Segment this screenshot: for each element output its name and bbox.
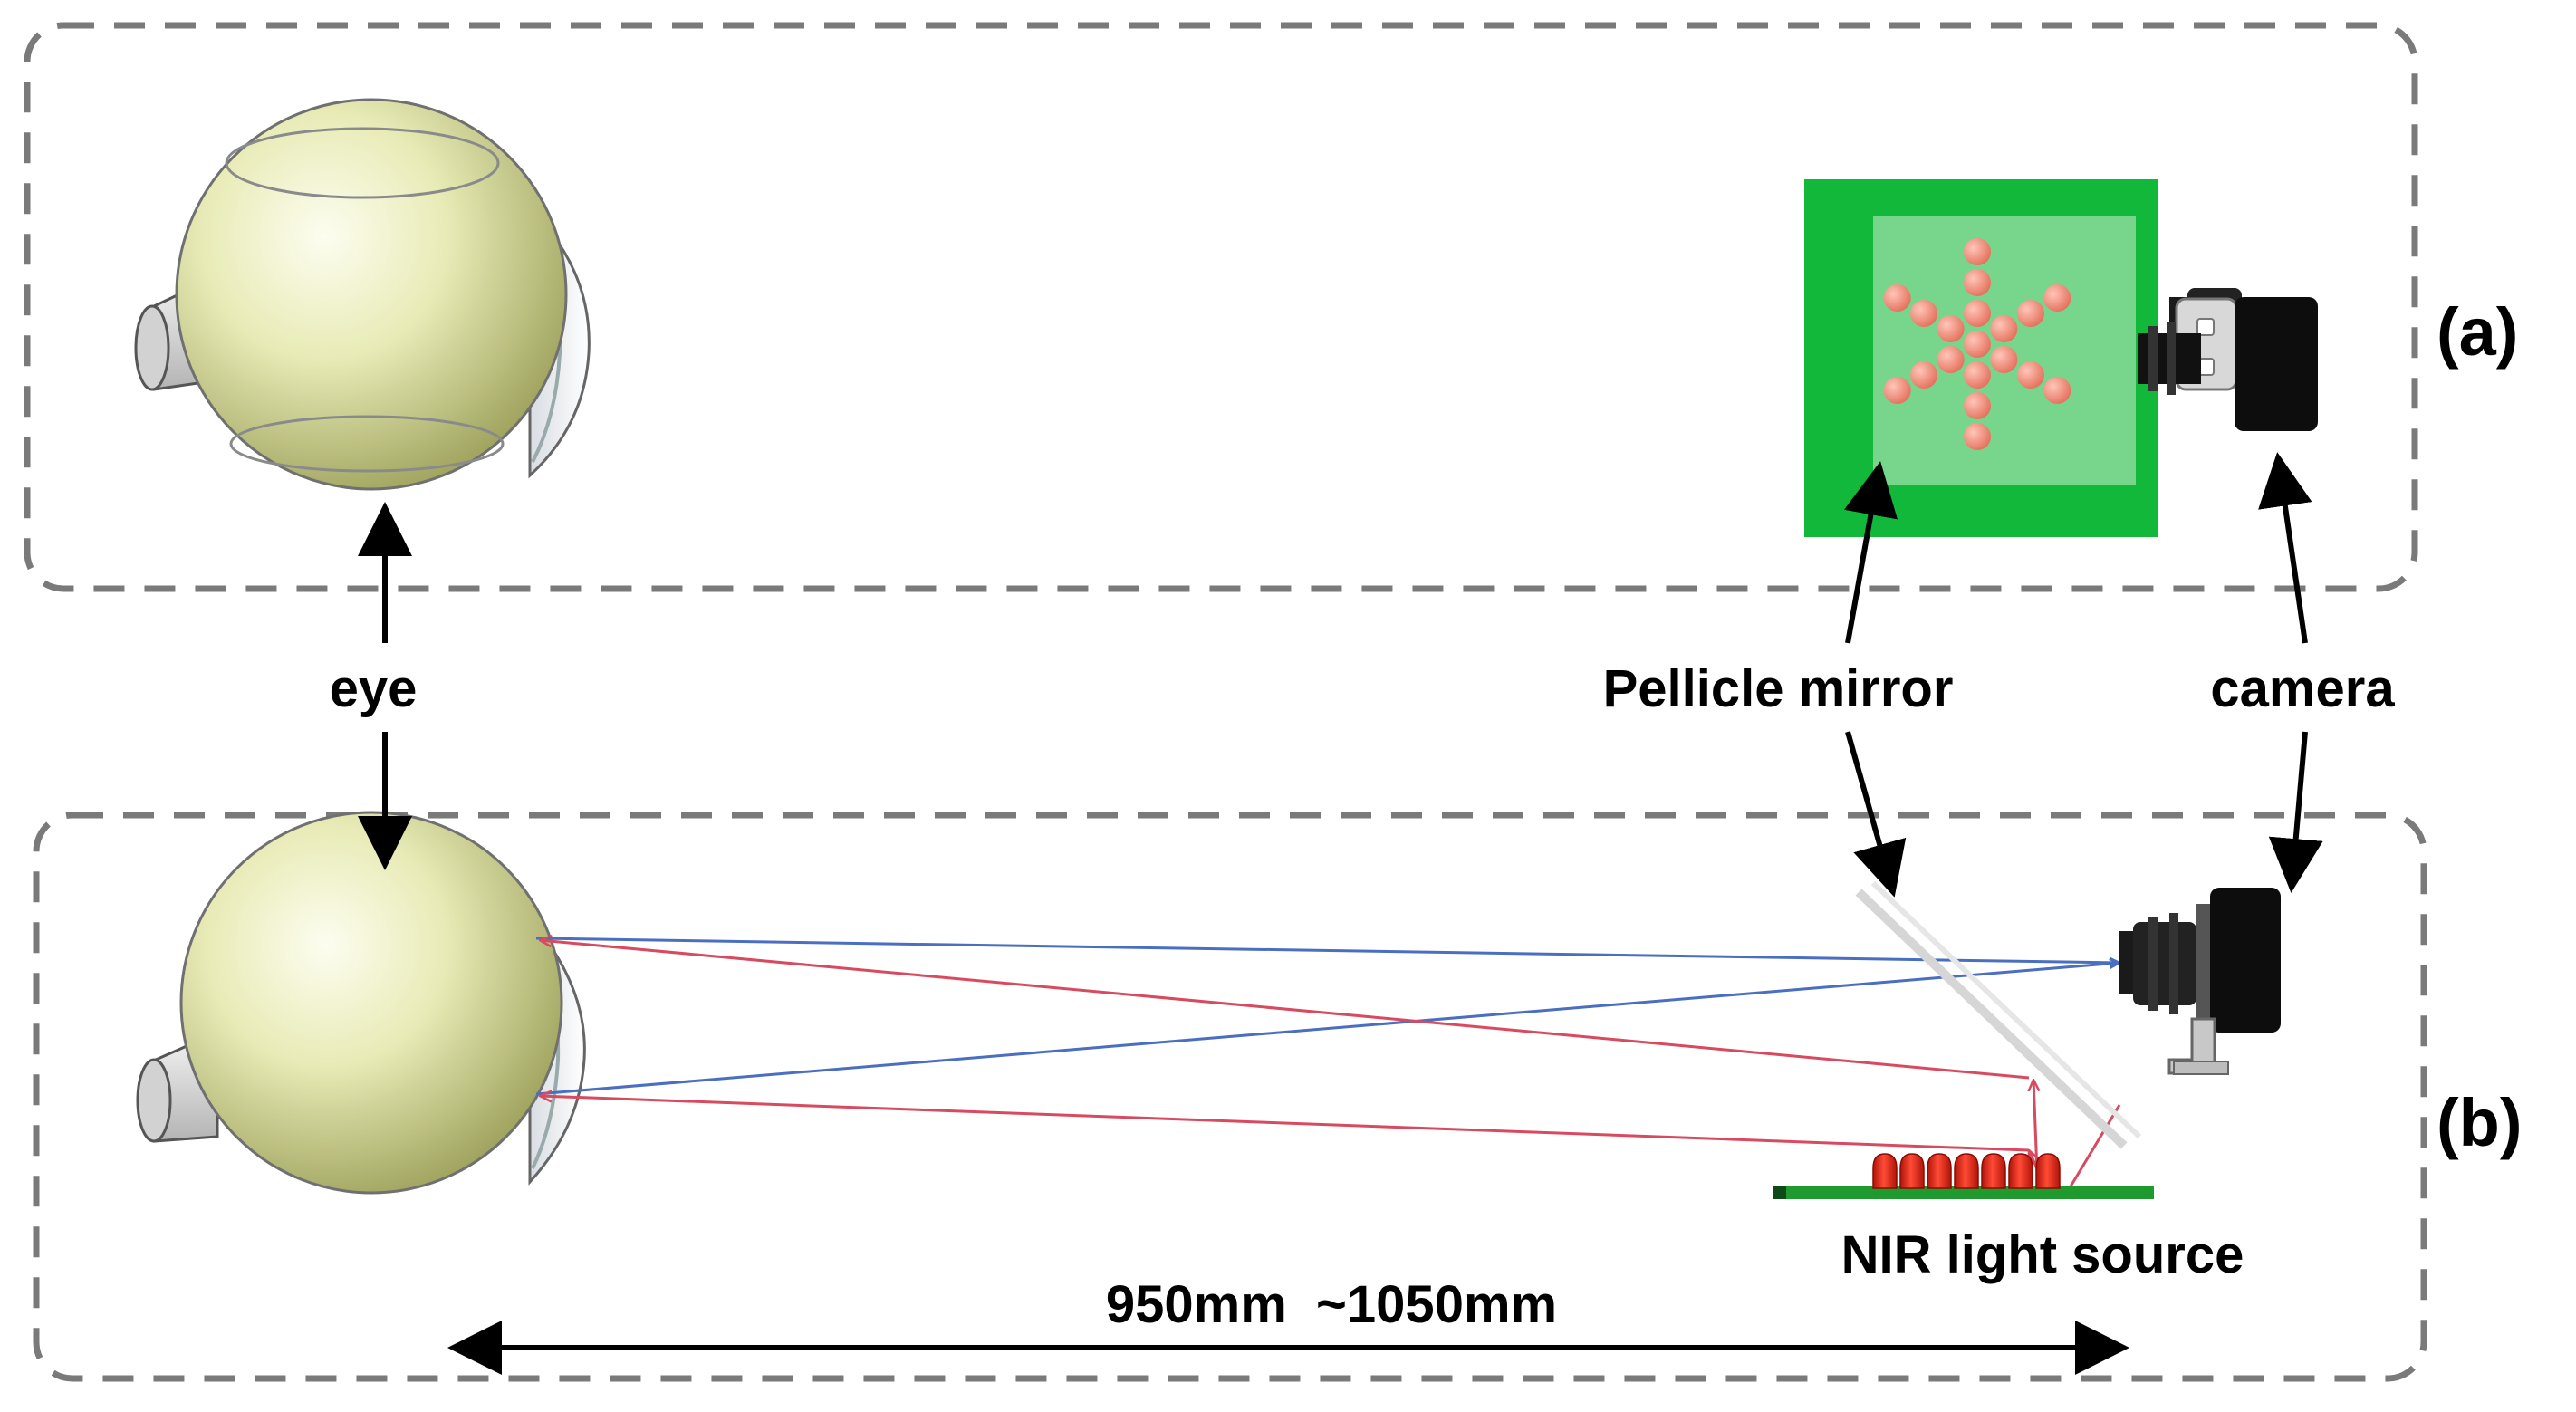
light-rays [535, 938, 2119, 1196]
glint-dot [1964, 331, 1991, 358]
glint-dot [1990, 346, 2018, 373]
glint-dot [1937, 346, 1965, 373]
camera-arrow-up [2258, 452, 2312, 644]
glint-pattern [1883, 238, 2071, 450]
eye-model-b [136, 811, 586, 1195]
annotation-arrows [358, 452, 2323, 1375]
glint-dot [1910, 361, 1938, 389]
glint-dot [1964, 238, 1991, 265]
mirror-arrow-up [1843, 461, 1898, 644]
eye-model-a [134, 98, 591, 491]
camera-arrow-down [2268, 731, 2323, 893]
nir-light-source [1773, 1153, 2154, 1199]
panel-b-tag: (b) [2437, 1085, 2523, 1160]
glint-dot [1937, 315, 1965, 342]
glint-dot [2043, 284, 2071, 312]
glint-dot [1910, 300, 1938, 327]
led [1981, 1153, 2006, 1189]
glint-dot [1964, 300, 1991, 327]
led [1954, 1153, 1979, 1189]
pellicle-mirror-label: Pellicle mirror [1603, 659, 1954, 718]
glint-dot [1883, 284, 1911, 312]
panel-a-border [24, 22, 2418, 592]
pellicle-mirror-side-view [1855, 880, 2142, 1149]
glint-dot [1964, 269, 1991, 296]
led [1899, 1153, 1925, 1189]
camera-label: camera [2210, 659, 2395, 718]
nir-light-source-label: NIR light source [1841, 1225, 2244, 1284]
glint-dot [1883, 377, 1911, 404]
mirror-arrow-down [1845, 731, 1907, 898]
glint-dot [1964, 392, 1991, 419]
camera-side-view-a [2138, 288, 2318, 431]
glint-dot [1964, 361, 1991, 389]
led-array [1872, 1153, 2061, 1189]
glint-dot [1990, 315, 2018, 342]
led [2008, 1153, 2033, 1189]
camera-side-view-b [2119, 888, 2281, 1075]
led [2035, 1153, 2061, 1189]
panel-b-border [33, 812, 2427, 1382]
led [1927, 1153, 1952, 1189]
pellicle-mirror-front-view [1804, 179, 2158, 537]
glint-dot [1964, 423, 1991, 450]
glint-dot [2016, 361, 2044, 389]
led [1872, 1153, 1898, 1189]
glint-dot [2043, 377, 2071, 404]
glint-dot [2016, 300, 2044, 327]
eye-label: eye [330, 659, 418, 718]
panel-a-tag: (a) [2437, 294, 2518, 370]
distance-label: 950mm ~1050mm [1106, 1275, 1557, 1334]
